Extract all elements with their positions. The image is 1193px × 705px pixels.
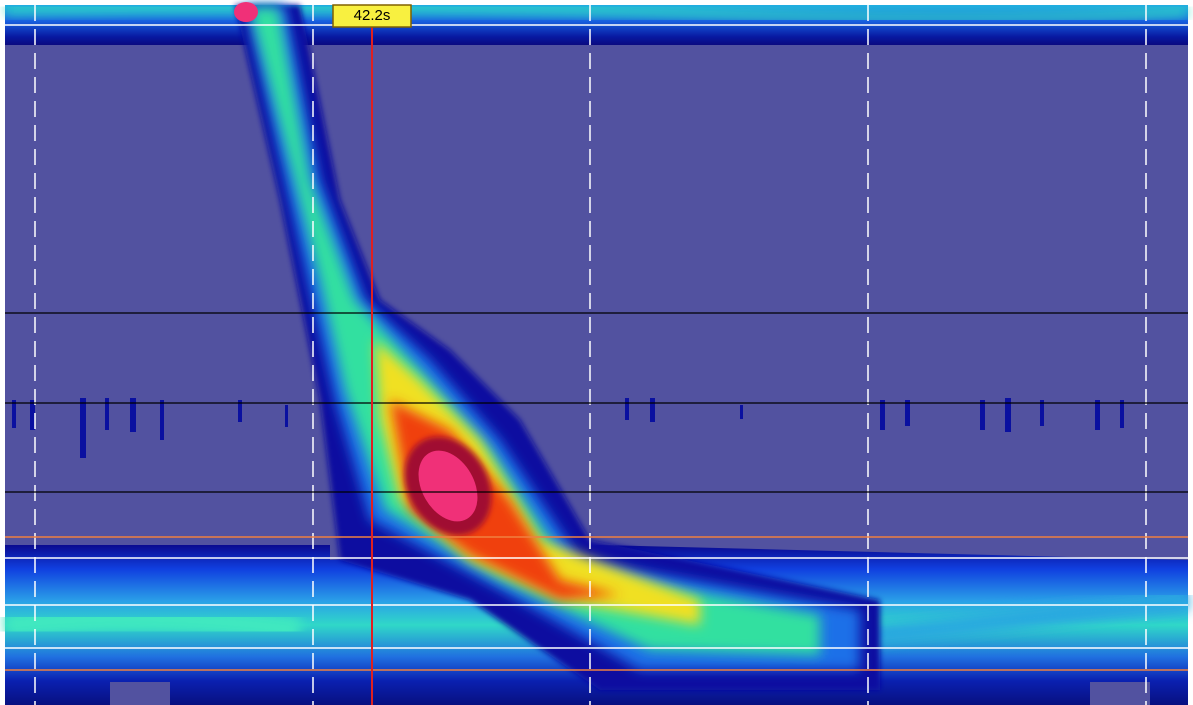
boundary-lines: [5, 536, 1188, 671]
time-gridlines: [34, 5, 1147, 705]
cursor-label-box: [332, 4, 412, 28]
wave-green: [250, 8, 820, 655]
cursor-label: 42.2s: [354, 7, 391, 24]
sensor-lines: [5, 312, 1188, 493]
top-peak: [234, 2, 258, 22]
lower-band-core: [3, 605, 302, 643]
upper-band-core: [4, 3, 1189, 23]
sphincter-lines: [5, 24, 1188, 649]
gap: [110, 682, 170, 705]
peak-core: [418, 450, 478, 522]
gap: [1090, 682, 1150, 705]
artifacts: [12, 398, 1124, 458]
